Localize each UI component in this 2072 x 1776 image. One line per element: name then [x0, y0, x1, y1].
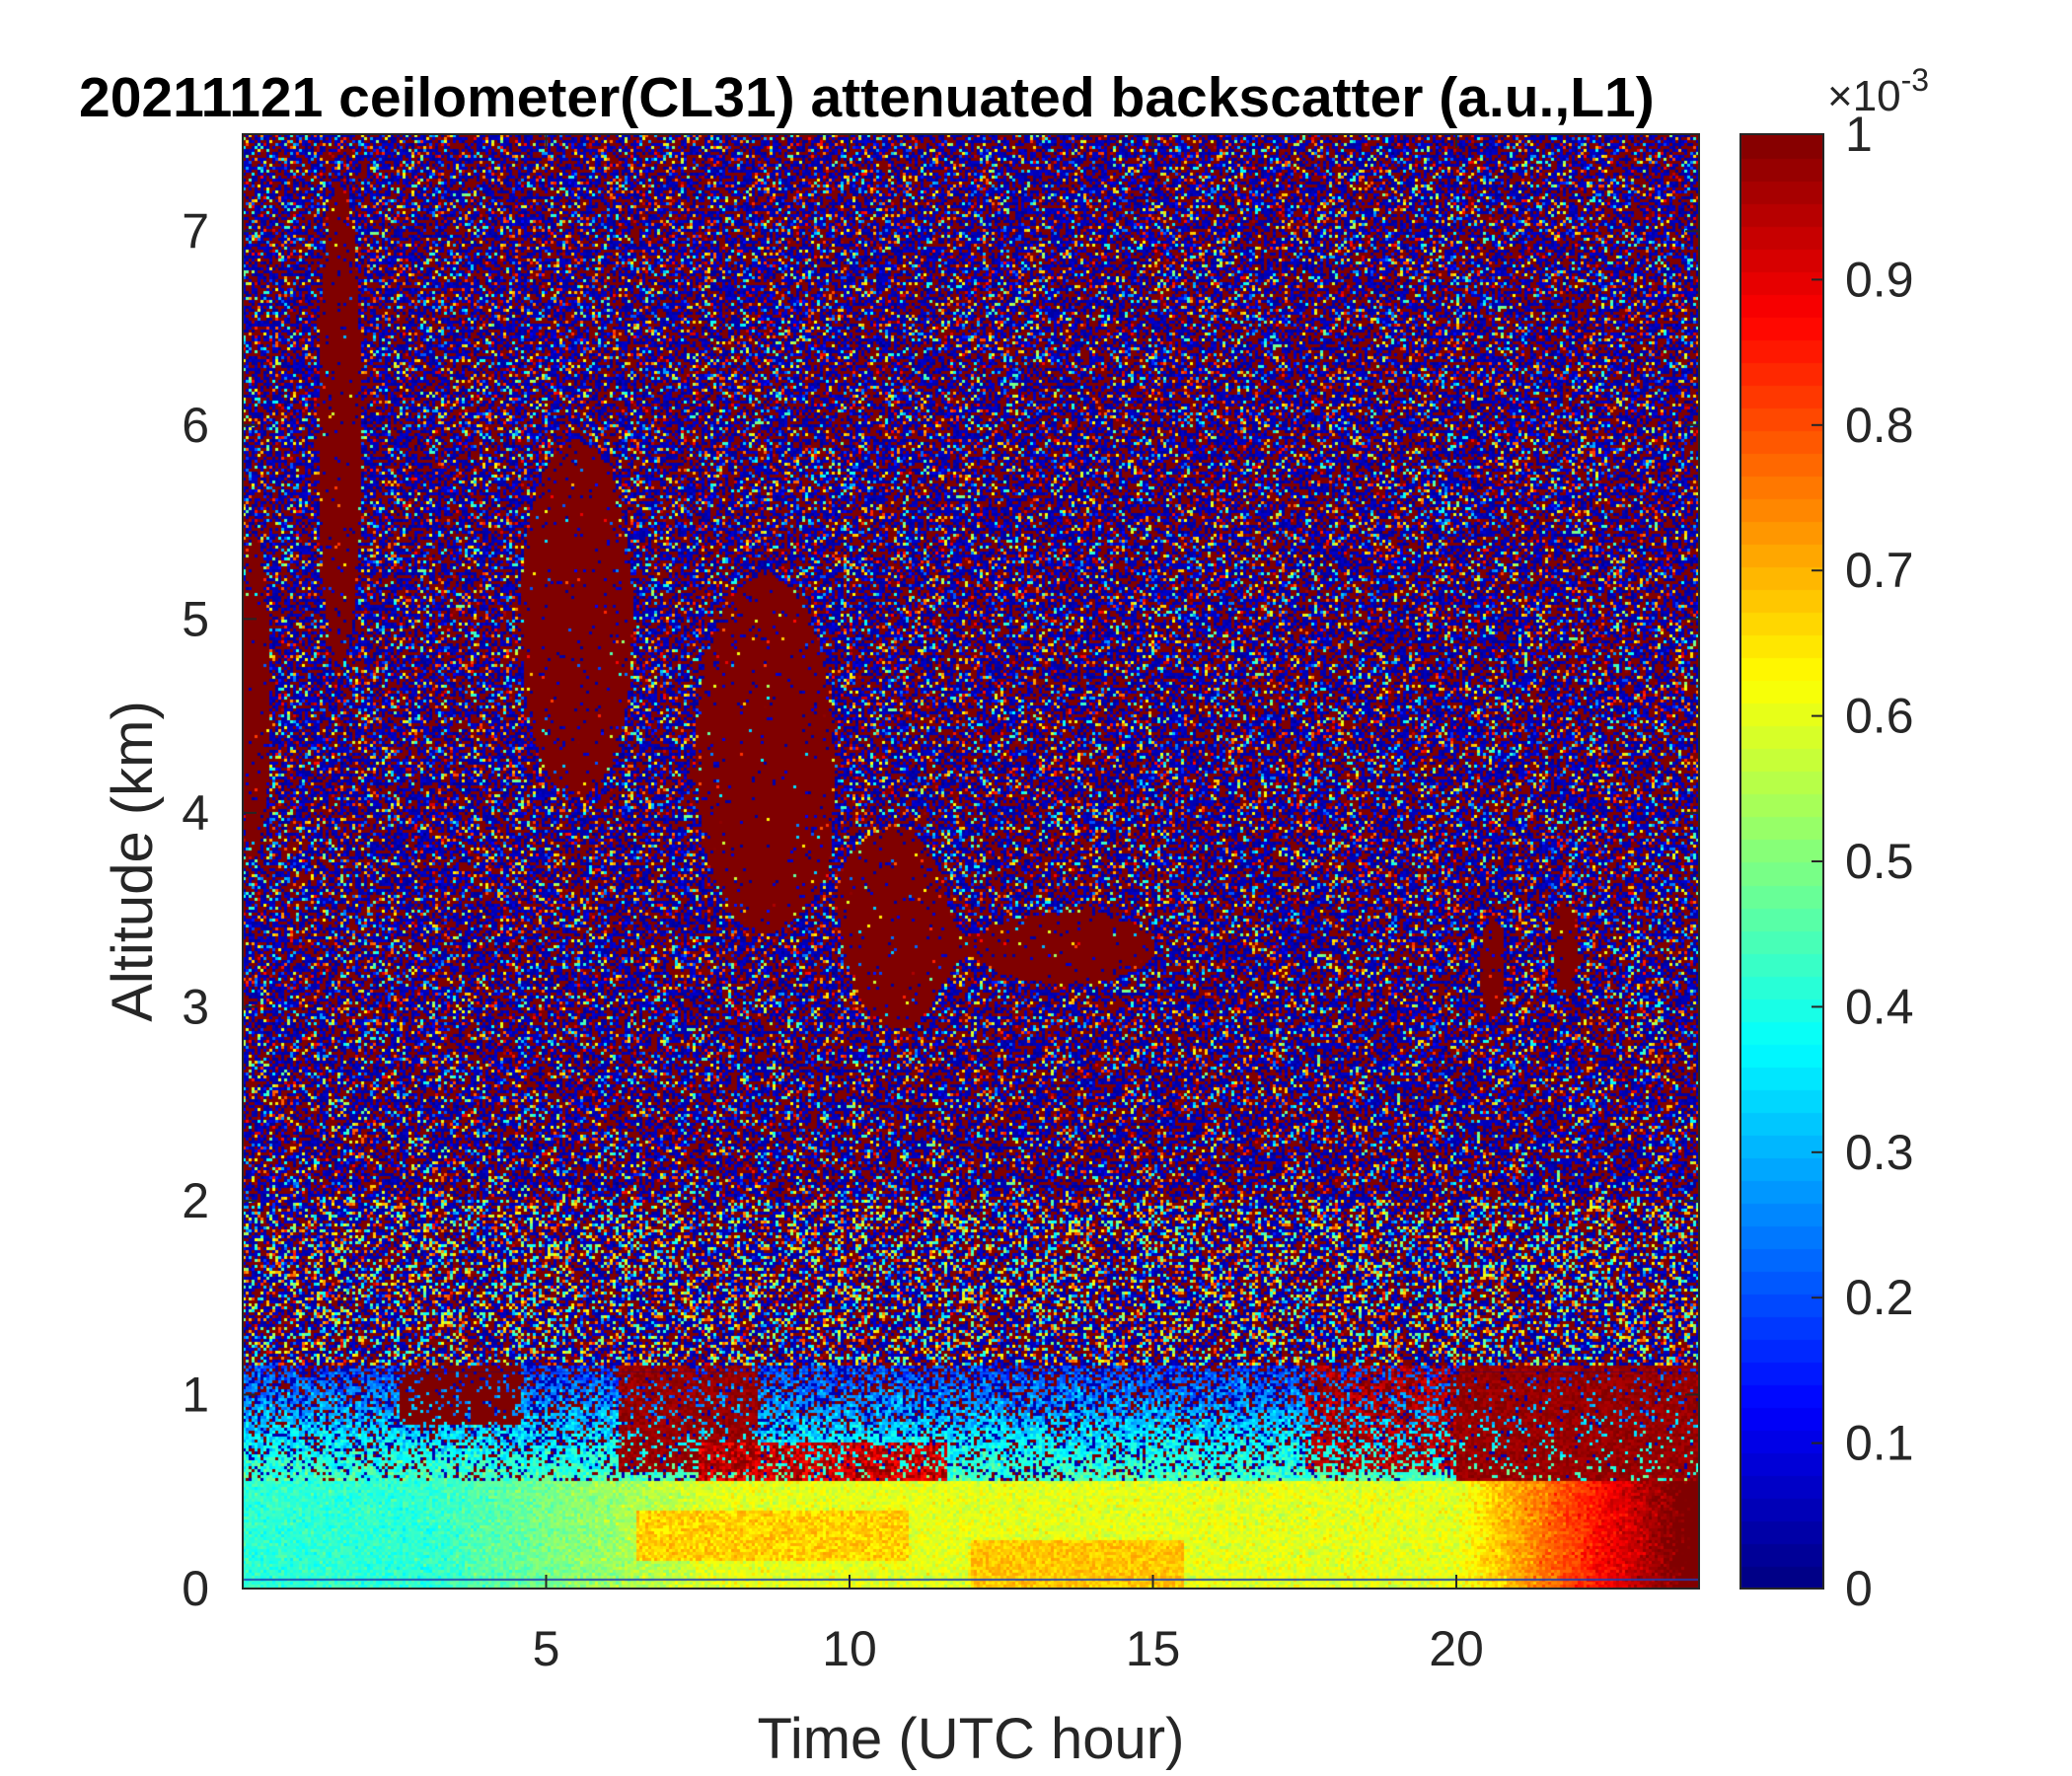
y-tick-label: 3: [182, 979, 209, 1034]
colorbar: [1739, 133, 1824, 1590]
colorbar-exponent-power: -3: [1901, 62, 1929, 98]
colorbar-tick-label: 0.6: [1845, 689, 1914, 744]
plot-frame: [242, 133, 1700, 1590]
x-tick-label: 10: [822, 1621, 877, 1676]
heatmap-image: [243, 134, 1699, 1589]
x-tick-label: 5: [533, 1621, 560, 1676]
colorbar-tick-label: 0: [1845, 1561, 1873, 1616]
heatmap-image-container: [243, 134, 1699, 1589]
colorbar-tick-label: 0.7: [1845, 543, 1914, 598]
chart-title: 20211121 ceilometer(CL31) attenuated bac…: [79, 66, 1655, 129]
y-tick-label: 7: [182, 203, 209, 259]
colorbar-tick-label: 0.2: [1845, 1270, 1914, 1325]
axes: 5 10 15 20 0 1 2 3 4 5 6 7 0 0.1 0.2 0.3 0.4 0.5 0.6 0.7 0.8…: [182, 107, 1913, 1676]
y-tick-label: 4: [182, 785, 209, 841]
y-tick-label: 6: [182, 398, 209, 453]
colorbar-tick-label: 0.1: [1845, 1416, 1914, 1471]
plot-area: [243, 134, 1699, 1589]
y-tick-label: 2: [182, 1173, 209, 1228]
x-axis-label: Time (UTC hour): [758, 1707, 1185, 1771]
colorbar-tick-label: 1: [1845, 107, 1873, 162]
colorbar-tick-label: 0.9: [1845, 252, 1914, 307]
y-tick-label: 0: [182, 1561, 209, 1616]
colorbar-tick-label: 0.5: [1845, 834, 1914, 889]
colorbar-gradient: [1740, 134, 1823, 1589]
colorbar-tick-label: 0.3: [1845, 1125, 1914, 1180]
y-tick-label: 5: [182, 591, 209, 646]
colorbar-gradient-container: [1740, 134, 1823, 1589]
x-tick-label: 15: [1126, 1621, 1181, 1676]
colorbar-exponent: ×10-3: [1827, 62, 1929, 120]
x-tick-label: 20: [1429, 1621, 1484, 1676]
colorbar-tick-label: 0.8: [1845, 398, 1914, 453]
colorbar-exponent-base: ×10: [1827, 72, 1901, 120]
colorbar-tick-label: 0.4: [1845, 979, 1914, 1034]
y-axis-label: Altitude (km): [101, 701, 165, 1022]
y-tick-label: 1: [182, 1367, 209, 1422]
